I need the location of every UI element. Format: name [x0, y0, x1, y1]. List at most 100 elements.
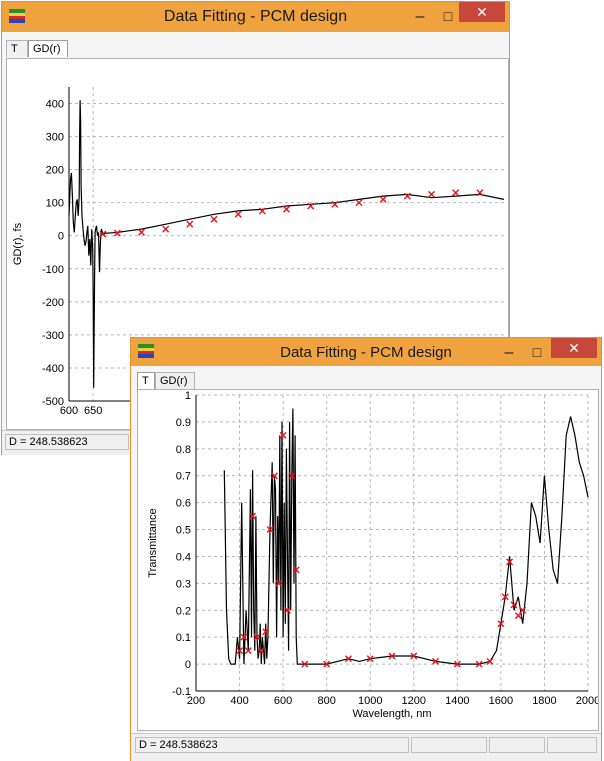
title-bar[interactable]: Data Fitting - PCM design – □ ✕ [2, 2, 509, 32]
data-point [388, 652, 396, 660]
data-point [275, 579, 283, 587]
window-title: Data Fitting - PCM design [163, 8, 348, 25]
y-tick-label: 0.9 [176, 417, 191, 429]
data-point-stroke [476, 189, 484, 197]
close-button[interactable]: ✕ [459, 2, 505, 22]
data-point-stroke [113, 229, 121, 237]
data-point-stroke [210, 215, 218, 223]
data-point-stroke [453, 660, 461, 668]
data-point-stroke [279, 431, 287, 439]
y-tick-label: 0.8 [176, 444, 191, 456]
gd-chart: 600 650 400 300 200 100 0 -100 -200 -300 -400 -500 G… [12, 87, 505, 417]
data-point [266, 526, 274, 534]
data-point-stroke [410, 652, 418, 660]
tab-bar: T GD(r) [6, 40, 506, 57]
x-tick-label: 600 [274, 695, 292, 707]
tab-gd[interactable]: GD(r) [28, 40, 68, 57]
data-point-stroke [236, 647, 244, 655]
status-cell-2 [411, 737, 487, 753]
data-point-stroke [355, 199, 363, 207]
y-tick-label: 0.6 [176, 498, 191, 510]
data-point [186, 220, 194, 228]
status-bar: D = 248.538623 [131, 733, 601, 761]
data-point-stroke [258, 207, 266, 215]
x-axis-label: Wavelength, nm [352, 708, 431, 720]
plot-area[interactable]: 200 400 600 800 1000 1200 1400 1600 1800 2000 1 0.9… [137, 389, 600, 731]
data-point-stroke [270, 472, 278, 480]
data-point-stroke [323, 660, 331, 668]
data-point [270, 472, 278, 480]
data-point [486, 657, 494, 665]
x-tick-label: 400 [230, 695, 248, 707]
x-tick-label: 600 [60, 405, 78, 417]
data-point-stroke [257, 647, 265, 655]
x-tick-label: 1800 [532, 695, 556, 707]
x-tick-label: 1400 [445, 695, 469, 707]
data-point [210, 215, 218, 223]
data-point [366, 655, 374, 663]
data-point-stroke [331, 200, 339, 208]
maximize-button[interactable]: □ [532, 344, 542, 360]
data-point [453, 660, 461, 668]
tab-t[interactable]: T [137, 372, 155, 389]
data-point-stroke [266, 526, 274, 534]
y-tick-label: 0.3 [176, 578, 191, 590]
close-button[interactable]: ✕ [551, 338, 597, 358]
data-point [283, 606, 291, 614]
y-tick-label: 0 [185, 659, 191, 671]
data-point [344, 655, 352, 663]
tab-gd[interactable]: GD(r) [155, 372, 195, 389]
y-tick-label: -400 [42, 363, 64, 375]
data-point-stroke [475, 660, 483, 668]
data-point-stroke [283, 205, 290, 213]
data-point [292, 566, 300, 574]
window-title: Data Fitting - PCM design [280, 344, 452, 361]
data-point-stroke [99, 230, 107, 238]
maximize-button[interactable]: □ [443, 8, 453, 24]
data-point [234, 210, 242, 218]
x-tick-label: 650 [84, 405, 102, 417]
app-icon [9, 9, 25, 23]
data-point-stroke [506, 558, 514, 566]
data-point [432, 657, 440, 665]
data-point-stroke [138, 228, 145, 236]
y-tick-label: 1 [185, 390, 191, 402]
tab-t[interactable]: T [6, 40, 28, 57]
data-point-stroke [519, 606, 527, 614]
data-point-stroke [501, 593, 509, 601]
data-point-stroke [262, 628, 270, 636]
data-point-stroke [186, 220, 194, 228]
x-tick-label: 1000 [358, 695, 382, 707]
data-point [262, 628, 270, 636]
status-text: D = 248.538623 [135, 737, 409, 753]
data-point [236, 647, 244, 655]
y-tick-label: -500 [42, 396, 64, 408]
data-point-stroke [452, 189, 460, 197]
data-point-stroke [275, 579, 283, 587]
y-tick-label: 0 [58, 231, 64, 243]
minimize-button[interactable]: – [504, 344, 514, 361]
data-point-stroke [432, 657, 440, 665]
data-point-stroke [428, 190, 435, 198]
data-fitting-window-t[interactable]: Data Fitting - PCM design – □ ✕ T GD(r) … [130, 337, 602, 761]
data-point [240, 633, 248, 641]
data-point [452, 189, 460, 197]
data-point [379, 195, 387, 203]
data-point-stroke [249, 512, 257, 520]
data-point [253, 633, 261, 641]
y-axis-label: Transmittance [147, 508, 159, 577]
data-point [323, 660, 331, 668]
data-point-stroke [240, 633, 248, 641]
data-point [510, 601, 518, 609]
minimize-button[interactable]: – [415, 8, 425, 25]
data-point [475, 660, 483, 668]
data-point [428, 190, 435, 198]
data-point [307, 202, 315, 210]
y-tick-label: -100 [42, 264, 64, 276]
y-tick-label: 0.4 [176, 551, 191, 563]
tab-bar: T GD(r) [137, 372, 597, 389]
title-bar[interactable]: Data Fitting - PCM design – □ ✕ [131, 338, 601, 366]
data-point [113, 229, 121, 237]
data-point [249, 512, 257, 520]
data-point-stroke [253, 633, 261, 641]
